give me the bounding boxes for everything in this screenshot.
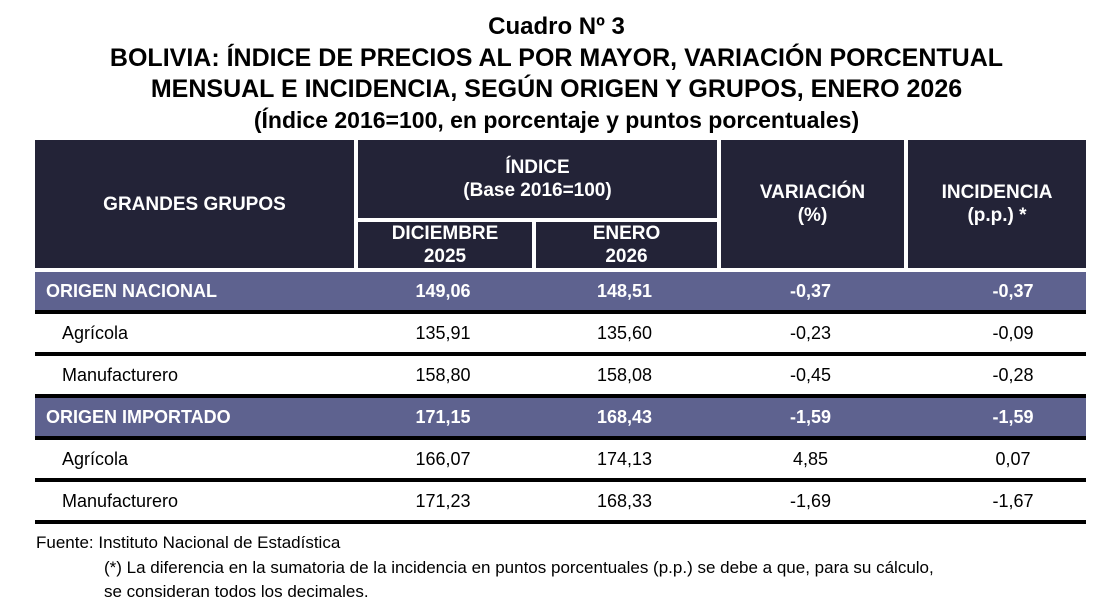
cell-enero: 148,51 [596,280,653,301]
cell-variacion: 4,85 [792,448,829,469]
cell-variacion: -0,23 [789,322,832,343]
row-label: Manufacturero [62,490,179,511]
column-header-indice: ÍNDICE (Base 2016=100) [354,140,717,222]
cell-incidencia: -1,67 [992,490,1034,511]
page-title-line1: BOLIVIA: ÍNDICE DE PRECIOS AL POR MAYOR,… [109,44,1004,72]
cell-enero: 168,43 [596,406,653,427]
column-header-sublabel: (Base 2016=100) [463,180,612,201]
header-body-divider [35,268,1086,272]
row-label: ORIGEN NACIONAL [46,280,217,301]
footnote-line1: (*) La diferencia en la sumatoria de la … [104,558,934,577]
table-row-agricola-nacional: Agrícola 135,91 135,60 -0,23 -0,09 [35,314,1086,356]
table-number: Cuadro Nº 3 [488,13,625,40]
page-title-line2: MENSUAL E INCIDENCIA, SEGÚN ORIGEN Y GRU… [150,75,963,103]
cell-diciembre: 149,06 [415,280,471,301]
column-header-incidencia: INCIDENCIA (p.p.) * [904,140,1086,268]
cell-incidencia: -0,28 [992,364,1034,385]
table-row-manufacturero-importado: Manufacturero 171,23 168,33 -1,69 -1,67 [35,482,1086,524]
column-header-label: ÍNDICE [505,157,570,178]
column-header-sublabel: (p.p.) * [967,205,1027,226]
table-footer: Fuente: Instituto Nacional de Estadístic… [0,532,1113,604]
column-header-label: ENERO [592,223,661,244]
cell-variacion: -0,37 [789,280,832,301]
column-header-enero-2026: ENERO 2026 [532,222,717,268]
table-header: GRANDES GRUPOS ÍNDICE (Base 2016=100) DI… [35,140,1086,268]
table-row-manufacturero-nacional: Manufacturero 158,80 158,08 -0,45 -0,28 [35,356,1086,398]
cell-variacion: -1,59 [789,406,832,427]
column-header-diciembre-2025: DICIEMBRE 2025 [354,222,532,268]
title-block: Cuadro Nº 3 BOLIVIA: ÍNDICE DE PRECIOS A… [0,0,1113,135]
cell-variacion: -0,45 [789,364,832,385]
cell-enero: 158,08 [596,364,653,385]
row-label: Manufacturero [62,364,179,385]
cell-incidencia: -0,37 [992,280,1034,301]
table-row-origen-nacional: ORIGEN NACIONAL 149,06 148,51 -0,37 -0,3… [35,272,1086,314]
row-label: ORIGEN IMPORTADO [46,406,231,427]
footnote-line2: se consideran todos los decimales. [104,582,369,601]
column-header-sublabel: 2025 [423,246,467,267]
column-header-label: GRANDES GRUPOS [103,193,286,215]
column-header-sublabel: (%) [797,205,828,226]
source-line: Fuente: Instituto Nacional de Estadístic… [36,533,341,552]
cell-incidencia: 0,07 [995,448,1031,469]
cell-enero: 135,60 [596,322,653,343]
cell-diciembre: 166,07 [415,448,471,469]
row-label: Agrícola [62,322,129,343]
cell-enero: 174,13 [596,448,653,469]
column-header-sublabel: 2026 [605,246,648,267]
cell-diciembre: 135,91 [415,322,471,343]
column-header-variacion: VARIACIÓN (%) [717,140,904,268]
cell-enero: 168,33 [596,490,653,511]
row-label: Agrícola [62,448,129,469]
column-header-label: INCIDENCIA [941,182,1053,203]
cell-variacion: -1,69 [789,490,832,511]
column-header-label: DICIEMBRE [391,223,499,244]
table-row-origen-importado: ORIGEN IMPORTADO 171,15 168,43 -1,59 -1,… [35,398,1086,440]
cell-incidencia: -0,09 [992,322,1034,343]
page-subtitle: (Índice 2016=100, en porcentaje y puntos… [253,107,860,133]
price-index-table: GRANDES GRUPOS ÍNDICE (Base 2016=100) DI… [35,140,1086,524]
cell-incidencia: -1,59 [992,406,1034,427]
column-header-label: VARIACIÓN [759,182,866,203]
cell-diciembre: 158,80 [415,364,471,385]
cell-diciembre: 171,15 [415,406,471,427]
footnote: (*) La diferencia en la sumatoria de la … [104,556,1113,604]
cell-diciembre: 171,23 [415,490,471,511]
column-header-grandes-grupos: GRANDES GRUPOS [35,140,354,268]
table-row-agricola-importado: Agrícola 166,07 174,13 4,85 0,07 [35,440,1086,482]
